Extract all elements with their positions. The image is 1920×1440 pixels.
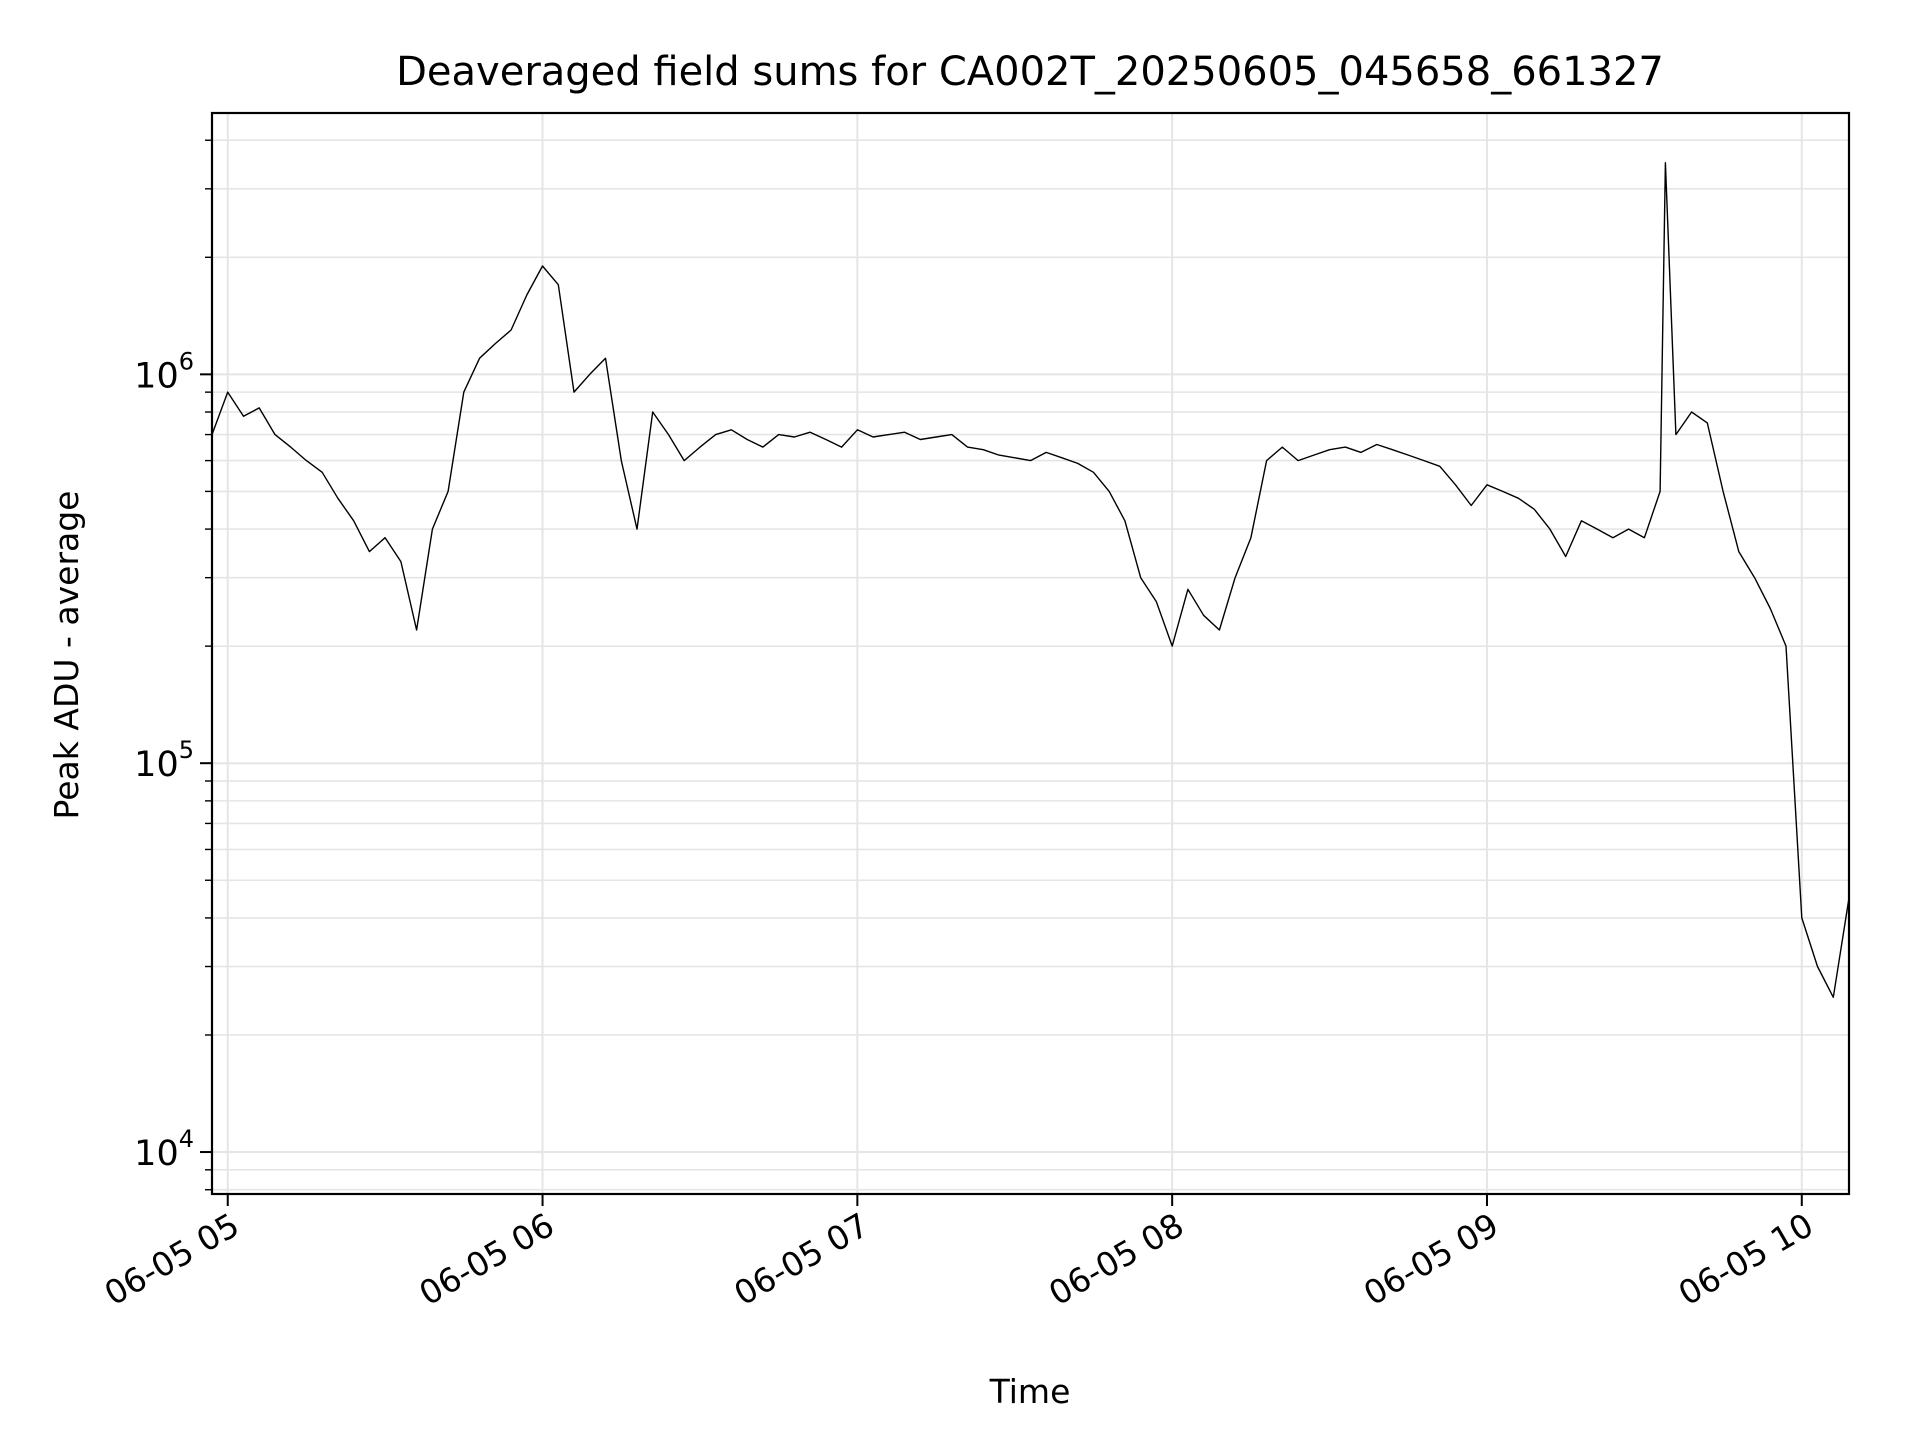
x-axis-label: Time <box>989 1372 1071 1411</box>
y-axis-label: Peak ADU - average <box>47 491 86 820</box>
data-series <box>211 162 1850 998</box>
grid-lines <box>212 113 1849 1194</box>
chart-title: Deaveraged field sums for CA002T_2025060… <box>396 49 1664 95</box>
series-line <box>211 162 1850 998</box>
y-axis: 104 105 106 <box>134 139 212 1191</box>
y-tick-label: 105 <box>134 736 194 785</box>
y-tick-label: 106 <box>134 347 194 396</box>
plot-frame <box>210 111 1851 1196</box>
y-tick-label: 104 <box>134 1125 194 1174</box>
